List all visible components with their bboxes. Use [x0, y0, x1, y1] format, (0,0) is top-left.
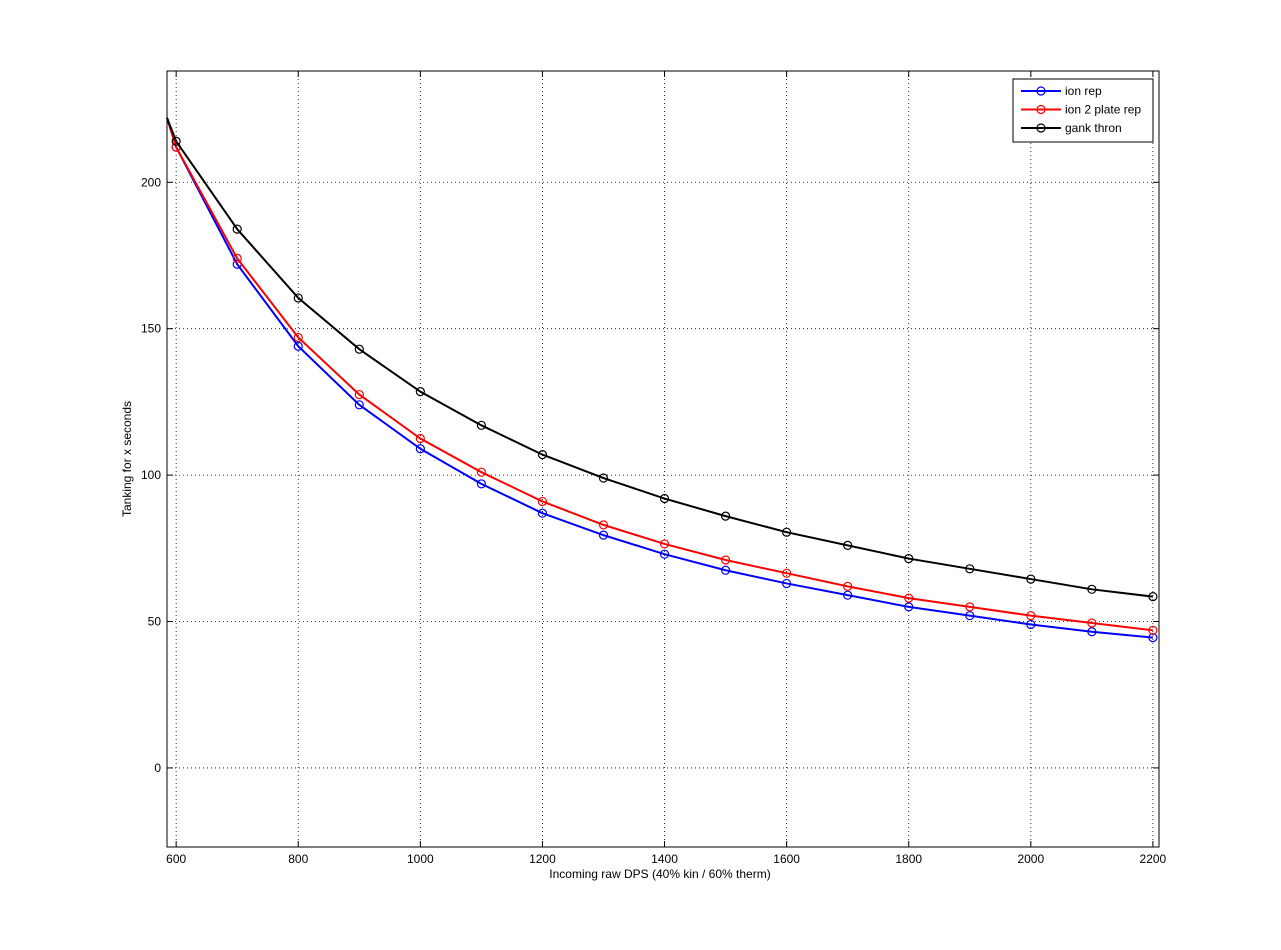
legend-label: gank thron: [1065, 121, 1122, 135]
data-point: [659, 549, 670, 559]
series-line: [166, 117, 1153, 639]
data-point: [843, 590, 853, 600]
x-tick-label: 2000: [1017, 852, 1044, 866]
data-point: [659, 539, 670, 549]
data-point: [965, 602, 975, 612]
data-point: [1087, 618, 1097, 628]
data-point: [782, 527, 792, 537]
data-point: [293, 341, 303, 351]
data-point: [476, 467, 486, 477]
legend: ion rep ion 2 plate rep gank thron: [1012, 78, 1154, 143]
data-point: [1148, 633, 1158, 643]
series-group: [166, 117, 1158, 643]
y-tick-label: 100: [141, 468, 161, 482]
x-tick-label: 600: [166, 852, 186, 866]
data-point: [904, 553, 914, 564]
legend-swatch-marker: [1036, 86, 1046, 96]
y-tick-label: 50: [148, 615, 162, 629]
series-line: [166, 117, 1154, 598]
data-point: [1026, 619, 1036, 630]
y-axis-label: Tanking for x seconds: [120, 401, 134, 517]
data-point: [843, 540, 853, 550]
x-tick-label: 1800: [895, 852, 922, 866]
series-line: [166, 117, 1154, 632]
data-point: [415, 387, 425, 397]
data-point: [1026, 574, 1036, 584]
data-point: [354, 400, 364, 410]
data-point: [1148, 592, 1158, 602]
x-tick-label: 1400: [651, 852, 678, 866]
data-point: [1087, 627, 1097, 637]
y-tick-label: 200: [141, 175, 161, 189]
x-tick-label: 800: [288, 852, 308, 866]
legend-label: ion 2 plate rep: [1065, 103, 1141, 117]
data-point: [720, 511, 731, 521]
data-point: [782, 578, 792, 589]
data-point: [354, 344, 364, 354]
data-point: [232, 253, 242, 264]
data-point: [415, 444, 425, 454]
x-tick-label: 1600: [773, 852, 800, 866]
y-tick-label: 150: [141, 322, 161, 336]
ticks: 600 800 1000 1200 1400 1600 1800 2000 2200 0 50 100…: [141, 71, 1167, 866]
x-tick-label: 1000: [407, 852, 434, 866]
data-point: [720, 565, 731, 575]
data-point: [598, 530, 609, 540]
data-point: [720, 555, 731, 565]
plot-frame: [166, 70, 1160, 848]
data-point: [537, 508, 548, 518]
data-point: [843, 581, 853, 591]
data-point: [354, 389, 364, 400]
x-axis-label: Incoming raw DPS (40% kin / 60% therm): [549, 867, 770, 881]
data-point: [171, 136, 181, 146]
data-point: [476, 479, 486, 489]
data-point: [598, 520, 609, 530]
data-point: [965, 611, 975, 621]
data-point: [415, 433, 425, 444]
legend-swatch-marker: [1036, 123, 1046, 133]
y-tick-label: 0: [154, 761, 161, 775]
data-point: [476, 420, 486, 430]
data-point: [1087, 584, 1097, 594]
x-tick-label: 2200: [1140, 852, 1167, 866]
data-point: [904, 593, 914, 603]
legend-swatch-marker: [1036, 104, 1046, 115]
data-point: [904, 602, 914, 612]
data-point: [782, 568, 792, 578]
data-point: [965, 564, 975, 574]
x-tick-label: 1200: [529, 852, 556, 866]
data-point: [293, 332, 303, 343]
data-point: [1026, 611, 1036, 621]
plot-area: [167, 71, 1159, 847]
data-point: [598, 473, 609, 483]
legend-label: ion rep: [1065, 84, 1102, 98]
data-point: [537, 450, 548, 460]
data-point: [293, 293, 303, 303]
data-point: [537, 496, 548, 507]
data-point: [659, 493, 670, 504]
data-point: [1148, 625, 1158, 635]
data-point: [232, 224, 242, 234]
